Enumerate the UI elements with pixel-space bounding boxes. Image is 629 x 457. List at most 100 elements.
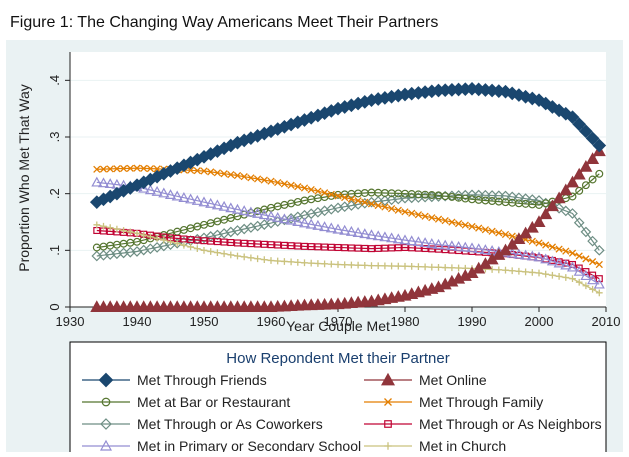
data-point (348, 261, 355, 269)
legend-item: Met at Bar or Restaurant (82, 394, 290, 410)
data-point (448, 264, 456, 272)
data-point (428, 263, 436, 271)
data-point (300, 242, 309, 250)
legend-item: Met Online (364, 372, 487, 388)
data-point (441, 217, 449, 225)
data-point (488, 227, 496, 235)
data-point (542, 270, 550, 278)
legend-box (69, 341, 607, 452)
data-point (595, 289, 603, 297)
data-point (254, 255, 261, 263)
y-axis-title: Proportion Who Met That Way (16, 84, 32, 272)
x-tick-label: 1990 (458, 314, 487, 329)
data-point (374, 262, 382, 270)
x-tick-label: 1970 (324, 314, 353, 329)
data-point (312, 219, 324, 230)
legend-label: Met Through Family (419, 394, 543, 410)
legend-label: Met Through or As Neighbors (419, 416, 602, 432)
legend-label: Met in Church (419, 438, 506, 452)
data-point (468, 222, 476, 231)
data-point (198, 196, 210, 207)
data-point (587, 274, 599, 285)
data-point (100, 222, 107, 230)
legend-item: Met Through or As Neighbors (364, 416, 602, 432)
data-point (565, 110, 580, 125)
data-point (568, 249, 577, 257)
data-point (93, 221, 101, 229)
data-point (513, 192, 525, 204)
data-point (593, 244, 605, 256)
data-point (555, 273, 563, 280)
data-point (220, 250, 228, 258)
x-tick-label: 2010 (592, 314, 621, 329)
data-point (579, 124, 593, 139)
data-point (294, 183, 302, 191)
data-point (545, 199, 559, 212)
data-point (399, 234, 411, 245)
data-point (354, 261, 362, 269)
data-point (361, 198, 369, 206)
data-point (553, 257, 565, 268)
data-point (254, 240, 262, 248)
data-point (245, 206, 257, 217)
data-point (274, 241, 282, 249)
data-point (274, 178, 282, 187)
chart-frame: 0 .1 .2 .3 .4 1930 1940 1950 1960 1970 1980 1990 200… (6, 40, 623, 452)
data-point (575, 252, 583, 260)
data-point (573, 265, 585, 276)
data-point (585, 131, 600, 146)
data-point (140, 231, 148, 239)
x-tick-label: 1960 (257, 314, 286, 329)
data-point (307, 185, 315, 194)
data-point (572, 167, 586, 180)
data-point (552, 191, 566, 204)
data-point (99, 165, 108, 173)
data-point (341, 261, 349, 269)
data-point (231, 203, 244, 214)
data-point (186, 166, 195, 174)
data-point (526, 250, 538, 261)
data-point (211, 199, 223, 210)
data-point (519, 226, 533, 239)
data-point (200, 237, 208, 245)
legend-item: Met in Primary or Secondary School (82, 438, 361, 452)
data-point (167, 238, 174, 246)
data-point (253, 175, 262, 183)
data-point (240, 173, 248, 181)
data-point (505, 237, 519, 250)
data-point (93, 165, 101, 173)
data-point (321, 260, 328, 268)
data-point (361, 244, 369, 252)
data-point (582, 268, 590, 276)
data-point (434, 215, 443, 223)
data-point (298, 217, 311, 228)
data-point (493, 190, 505, 202)
data-point (120, 227, 127, 234)
data-point (260, 240, 268, 248)
x-tick-label: 2000 (525, 314, 554, 329)
data-point (218, 200, 230, 211)
data-point (532, 215, 546, 227)
data-point (421, 244, 429, 253)
data-point (475, 224, 483, 232)
data-point (569, 275, 576, 283)
data-point (332, 223, 344, 234)
data-point (325, 222, 337, 233)
data-point (486, 190, 498, 201)
y-tick-label: .4 (47, 75, 62, 86)
data-point (334, 243, 342, 252)
data-point (559, 183, 573, 196)
data-point (466, 242, 478, 253)
data-point (200, 167, 208, 175)
data-point (573, 217, 585, 229)
data-point (488, 266, 496, 273)
data-point (448, 218, 456, 226)
data-point (512, 232, 526, 244)
data-point (388, 244, 396, 252)
data-point (191, 194, 203, 205)
data-point (572, 117, 587, 132)
data-point (520, 249, 532, 260)
legend-label: Met Online (419, 372, 487, 388)
data-point (479, 244, 491, 255)
series-lines (89, 81, 607, 312)
